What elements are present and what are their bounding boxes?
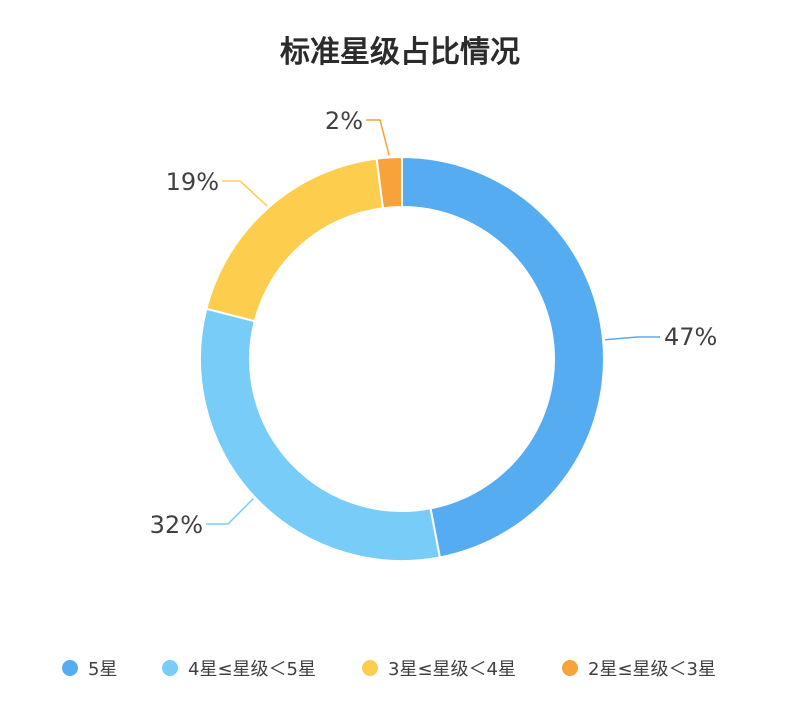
legend-item-1: 5星 — [62, 659, 117, 680]
legend-swatch-4 — [562, 660, 578, 676]
legend-swatch-2 — [162, 660, 178, 676]
leader-line-3 — [222, 180, 268, 207]
legend-label-2: 4星≤星级＜5星 — [188, 659, 316, 680]
donut-slice-1 — [401, 155, 605, 559]
label-leader-lines — [206, 119, 660, 525]
leader-line-2 — [206, 498, 254, 525]
legend-label-1: 5星 — [88, 659, 117, 680]
legend-swatch-3 — [362, 660, 378, 676]
legend: 5星 4星≤星级＜5星 3星≤星级＜4星 2星≤星级＜3星 — [62, 659, 716, 680]
legend-label-3: 3星≤星级＜4星 — [388, 659, 516, 680]
leader-line-1 — [605, 336, 660, 341]
leader-line-4 — [366, 119, 390, 156]
legend-item-3: 3星≤星级＜4星 — [362, 659, 516, 680]
donut-slice-4 — [375, 155, 403, 210]
legend-item-4: 2星≤星级＜3星 — [562, 659, 716, 680]
value-label-1: 47% — [664, 323, 717, 351]
legend-swatch-1 — [62, 660, 78, 676]
value-label-3: 19% — [166, 168, 219, 196]
donut-slice-3 — [205, 157, 385, 323]
chart-title: 标准星级占比情况 — [280, 35, 520, 70]
donut-slices — [199, 155, 605, 562]
value-label-2: 32% — [150, 511, 203, 539]
legend-item-2: 4星≤星级＜5星 — [162, 659, 316, 680]
value-label-4: 2% — [325, 107, 363, 135]
value-labels: 47% 32% 19% 2% — [150, 107, 718, 539]
legend-label-4: 2星≤星级＜3星 — [588, 659, 716, 680]
donut-slice-2 — [199, 307, 442, 562]
